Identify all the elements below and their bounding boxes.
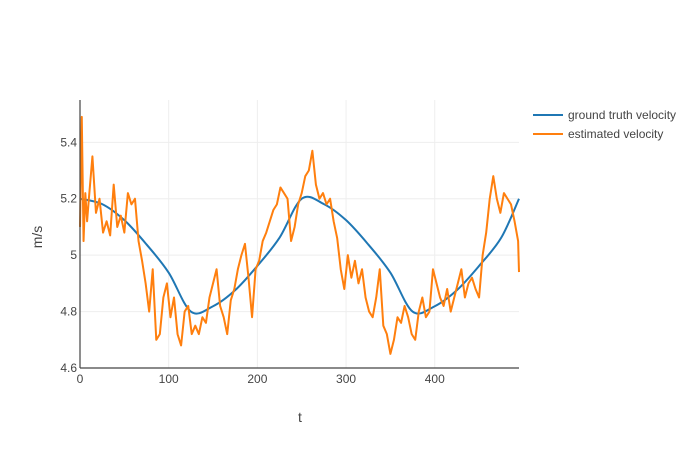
legend-item-estimated[interactable]: estimated velocity (533, 127, 663, 141)
y-tick-label: 4.6 (60, 361, 77, 375)
series-line-ground-truth (79, 195, 520, 315)
grid-lines (80, 100, 519, 368)
tick-labels: 0 100 200 300 400 4.6 4.8 5 5.2 5.4 (60, 135, 445, 386)
y-tick-label: 4.8 (60, 305, 77, 319)
plot-series (79, 115, 520, 355)
y-tick-label: 5.2 (60, 192, 77, 206)
axes (79, 100, 519, 369)
y-axis-title: m/s (29, 226, 45, 249)
series-line-estimated (79, 115, 520, 355)
legend-label-estimated: estimated velocity (568, 127, 663, 141)
x-tick-label: 400 (425, 372, 445, 386)
y-tick-label: 5 (70, 248, 77, 262)
legend-label-ground-truth: ground truth velocity (568, 108, 676, 122)
x-tick-label: 300 (336, 372, 356, 386)
x-axis-title: t (298, 409, 302, 425)
legend-item-ground-truth[interactable]: ground truth velocity (533, 108, 676, 122)
y-tick-label: 5.4 (60, 135, 77, 149)
legend: ground truth velocity estimated velocity (533, 108, 676, 141)
x-tick-label: 0 (77, 372, 84, 386)
x-tick-label: 100 (159, 372, 179, 386)
x-tick-label: 200 (247, 372, 267, 386)
